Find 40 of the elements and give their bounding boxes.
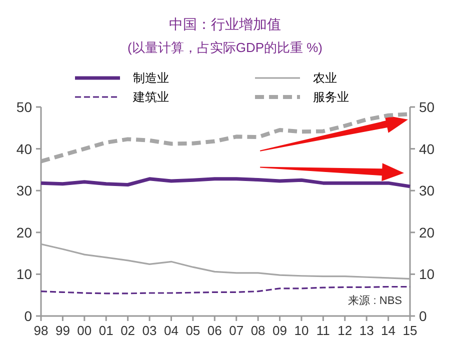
x-tick-label: 09 <box>272 323 287 338</box>
x-tick-label: 10 <box>294 323 309 338</box>
x-tick-label: 02 <box>120 323 136 338</box>
y-tick-label: 10 <box>16 266 32 282</box>
y-tick-label: 0 <box>24 308 32 324</box>
chart-subtitle: (以量计算，占实际GDP的比重 %) <box>128 40 322 55</box>
x-tick-label: 08 <box>250 323 266 338</box>
y2-tick-label: 0 <box>419 308 427 324</box>
x-tick-label: 99 <box>55 323 70 338</box>
y2-tick-label: 20 <box>419 224 435 240</box>
y-tick-label: 30 <box>16 182 32 199</box>
legend-label: 制造业 <box>133 71 169 85</box>
x-tick-label: 11 <box>316 323 330 338</box>
y-tick-label: 20 <box>16 224 32 240</box>
chart-title: 中国：行业增加值 <box>169 16 281 32</box>
legend-label: 农业 <box>313 71 337 85</box>
x-tick-label: 14 <box>381 323 396 338</box>
x-tick-label: 06 <box>207 323 222 338</box>
y2-tick-label: 40 <box>419 140 435 157</box>
x-tick-label: 98 <box>34 323 48 338</box>
x-tick-label: 15 <box>402 323 418 338</box>
legend-label: 建筑业 <box>132 90 169 104</box>
line-series <box>40 243 411 280</box>
x-tick-label: 01 <box>98 323 114 338</box>
x-tick-label: 12 <box>338 323 352 338</box>
annotation: 来源 : NBS <box>348 294 402 307</box>
legend-label: 服务业 <box>313 90 349 104</box>
y2-tick-label: 10 <box>419 266 435 282</box>
x-tick-label: 07 <box>229 323 244 338</box>
y-tick-label: 40 <box>16 140 32 157</box>
x-tick-label: 05 <box>186 323 200 338</box>
line-series <box>39 177 412 188</box>
x-tick-label: 13 <box>359 323 374 338</box>
x-tick-label: 04 <box>164 323 178 338</box>
y2-tick-label: 30 <box>419 182 435 199</box>
line-series <box>40 286 411 294</box>
y-tick-label: 50 <box>16 99 32 115</box>
y2-tick-label: 50 <box>419 99 435 115</box>
x-tick-label: 03 <box>142 323 157 338</box>
x-tick-label: 00 <box>77 323 92 338</box>
